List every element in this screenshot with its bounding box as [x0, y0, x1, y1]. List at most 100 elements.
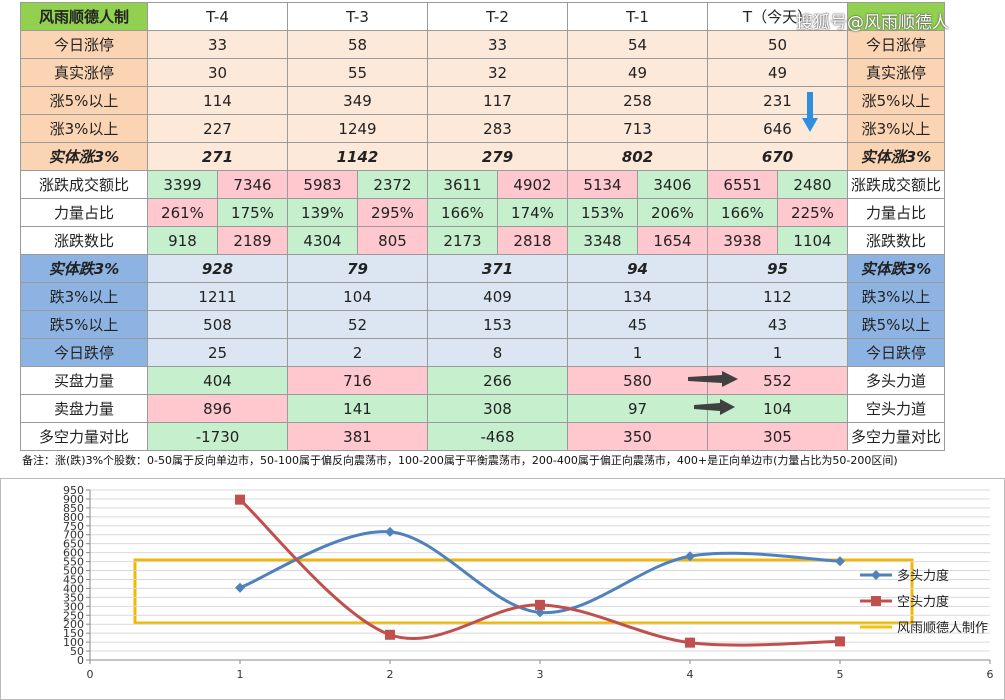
cell: 802: [567, 142, 708, 171]
row-label: 卖盘力量: [20, 394, 148, 423]
row-label-right: 空头力道: [847, 394, 945, 423]
cell: 580: [567, 366, 708, 395]
row-label-right: 多头力道: [847, 366, 945, 395]
header-cell: 风雨顺德人制: [20, 2, 148, 31]
row-label: 今日涨停: [20, 30, 148, 59]
y-tick-label: 300: [63, 600, 84, 613]
row-label: 涨3%以上: [20, 114, 148, 143]
point: [835, 556, 845, 567]
row-label-right: 涨3%以上: [847, 114, 945, 143]
legend-marker: [871, 570, 881, 580]
row-label: 跌5%以上: [20, 310, 148, 339]
cell: 33: [147, 30, 288, 59]
note: 备注：涨(跌)3%个股数：0-50属于反向单边市，50-100属于偏反向震荡市，…: [22, 454, 898, 467]
row-label-right: 涨跌数比: [847, 226, 945, 255]
arrows: [688, 92, 818, 415]
cell: -1730: [147, 422, 288, 451]
x-tick-label: 5: [837, 668, 844, 681]
header-cell: T-1: [567, 2, 708, 31]
cell: 3348: [567, 226, 638, 255]
cell: 805: [357, 226, 428, 255]
y-tick-label: 800: [63, 511, 84, 524]
row-label-right: 跌3%以上: [847, 282, 945, 311]
table-row: 今日涨停 33 58 33 54 50 今日涨停: [20, 30, 945, 59]
cell: 3399: [147, 170, 218, 199]
cell: 114: [147, 86, 288, 115]
cell: 716: [287, 366, 428, 395]
row-label: 涨跌成交额比: [20, 170, 148, 199]
table-row: 多空力量对比 -1730 381 -468 350 305 多空力量对比: [20, 422, 945, 451]
cell: 4902: [497, 170, 568, 199]
cell: 261%: [147, 198, 218, 227]
cell: 32: [427, 58, 568, 87]
header-cell: T-3: [287, 2, 428, 31]
row-label-right: 涨5%以上: [847, 86, 945, 115]
y-tick-label: 950: [63, 484, 84, 497]
chart-frame: [0, 478, 1005, 700]
table-row: 涨3%以上 227 1249 283 713 646 涨3%以上: [20, 114, 945, 143]
legend-marker: [871, 596, 881, 606]
y-tick-label: 600: [63, 547, 84, 560]
y-tick-label: 450: [63, 573, 84, 586]
cell: 166%: [707, 198, 778, 227]
row-label-right: 今日跌停: [847, 338, 945, 367]
y-tick-label: 700: [63, 529, 84, 542]
y-tick-label: 400: [63, 582, 84, 595]
cell: -468: [427, 422, 568, 451]
row-label: 实体跌3%: [20, 254, 148, 283]
cell: 2818: [497, 226, 568, 255]
cell: 2372: [357, 170, 428, 199]
cell: 371: [427, 254, 568, 283]
x-tick-label: 4: [687, 668, 694, 681]
row-label: 真实涨停: [20, 58, 148, 87]
down-arrow: [802, 92, 818, 132]
cell: 1: [707, 338, 848, 367]
table-row: 涨跌成交额比 3399 7346 5983 2372 3611 4902 5134 3406 65…: [20, 170, 945, 199]
point: [235, 494, 245, 505]
row-label-right: 涨跌成交额比: [847, 170, 945, 199]
cell: 225%: [777, 198, 848, 227]
cell: 8: [427, 338, 568, 367]
point: [685, 551, 695, 562]
cell: 409: [427, 282, 568, 311]
cell: 928: [147, 254, 288, 283]
cell: 3938: [707, 226, 778, 255]
right-arrow: [688, 371, 738, 387]
y-tick-label: 250: [63, 609, 84, 622]
point: [535, 607, 545, 618]
cell: 49: [707, 58, 848, 87]
legend-label: 多头力度: [897, 568, 949, 584]
legend-label: 空头力度: [897, 594, 949, 610]
cell: 404: [147, 366, 288, 395]
y-tick-label: 200: [63, 618, 84, 631]
y-tick-label: 50: [70, 645, 84, 658]
cell: 45: [567, 310, 708, 339]
x-tick-label: 6: [987, 668, 994, 681]
cell: 2: [287, 338, 428, 367]
legend-label: 风雨顺德人制作: [897, 621, 988, 636]
table-row: 真实涨停 30 55 32 49 49 真实涨停: [20, 58, 945, 87]
y-tick-label: 850: [63, 502, 84, 515]
cell: 104: [707, 394, 848, 423]
cell: 349: [287, 86, 428, 115]
right-arrow: [694, 399, 735, 415]
row-label-right: 多空力量对比: [847, 422, 945, 451]
cell: 1249: [287, 114, 428, 143]
cell: 279: [427, 142, 568, 171]
cell: 153%: [567, 198, 638, 227]
row-label: 涨5%以上: [20, 86, 148, 115]
header-cell: [847, 2, 945, 31]
cell: 139%: [287, 198, 358, 227]
cell: 49: [567, 58, 708, 87]
x-tick-label: 3: [537, 668, 544, 681]
row-label: 买盘力量: [20, 366, 148, 395]
chart: 0501001502002503003504004505005506006507…: [0, 478, 1005, 700]
cell: 283: [427, 114, 568, 143]
y-tick-label: 0: [77, 654, 84, 667]
row-label: 实体涨3%: [20, 142, 148, 171]
header-row: 风雨顺德人制 T-4 T-3 T-2 T-1 T（今天）: [20, 2, 945, 31]
watermark: 搜狐号@风雨顺德人: [796, 13, 949, 33]
cell: 104: [287, 282, 428, 311]
table-row: 实体跌3% 928 79 371 94 95 实体跌3%: [20, 254, 945, 283]
